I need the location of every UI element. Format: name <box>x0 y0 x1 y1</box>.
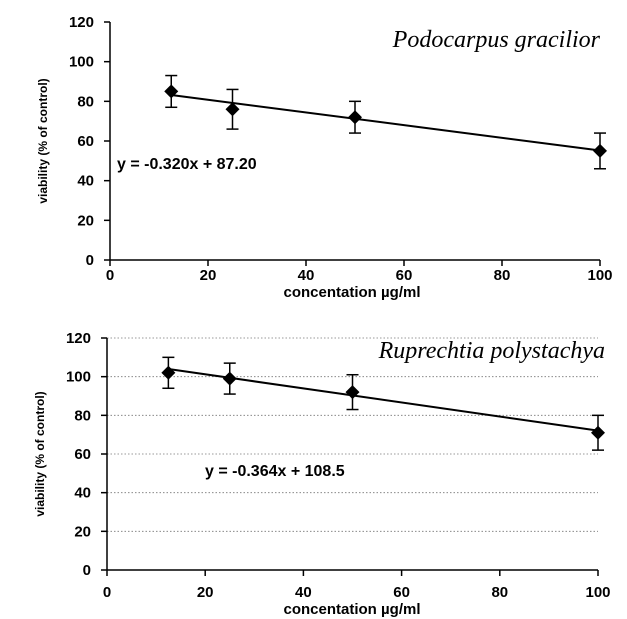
y-tick-label: 100 <box>69 54 94 71</box>
trendline <box>168 368 599 432</box>
x-tick-label: 60 <box>396 267 413 284</box>
data-point <box>591 425 605 440</box>
y-tick-label: 0 <box>83 562 91 579</box>
y-tick-label: 40 <box>77 173 94 190</box>
chart-1: 0 20 40 60 80 100 120 0 20 40 60 80 100 Podocarpus gr… <box>36 14 613 301</box>
x-tick-label: 100 <box>587 267 612 284</box>
y-axis-title: viability (% of control) <box>36 78 50 203</box>
y-tick-label: 40 <box>74 485 91 502</box>
data-point <box>348 110 362 125</box>
y-tick-label: 120 <box>66 330 91 347</box>
data-point <box>164 84 179 99</box>
x-tick-label: 100 <box>585 584 610 601</box>
x-tick-label: 60 <box>393 584 410 601</box>
y-axis-title: viability (% of control) <box>33 391 47 516</box>
x-tick-label: 20 <box>197 584 214 601</box>
y-tick-label: 20 <box>77 212 94 229</box>
x-axis-title: concentation µg/ml <box>284 284 421 301</box>
chart-title: Ruprechtia polystachya <box>378 338 605 364</box>
y-tick-label: 20 <box>74 523 91 540</box>
y-tick-label: 80 <box>74 407 91 424</box>
y-tick-label: 0 <box>86 252 94 269</box>
data-point <box>225 102 240 117</box>
trendline <box>171 93 601 152</box>
chart-2: 0 20 40 60 80 100 120 0 20 40 60 80 100 Ruprechtia po… <box>33 330 611 618</box>
y-tick-label: 60 <box>74 446 91 463</box>
data-point <box>161 365 176 380</box>
x-tick-label: 40 <box>298 267 315 284</box>
x-tick-label: 80 <box>494 267 511 284</box>
chart-title: Podocarpus gracilior <box>392 27 601 53</box>
y-tick-label: 120 <box>69 14 94 31</box>
x-tick-label: 80 <box>491 584 508 601</box>
regression-equation: y = -0.364x + 108.5 <box>205 463 345 480</box>
x-tick-label: 20 <box>200 267 217 284</box>
regression-equation: y = -0.320x + 87.20 <box>117 156 257 173</box>
y-tick-label: 100 <box>66 369 91 386</box>
data-point <box>222 371 237 386</box>
y-tick-label: 60 <box>77 133 94 150</box>
data-point <box>345 385 360 400</box>
y-tick-label: 80 <box>77 93 94 110</box>
x-tick-label: 0 <box>103 584 111 601</box>
x-tick-label: 0 <box>106 267 114 284</box>
x-tick-label: 40 <box>295 584 312 601</box>
x-axis-title: concentation µg/ml <box>284 601 421 618</box>
data-point <box>593 143 607 158</box>
